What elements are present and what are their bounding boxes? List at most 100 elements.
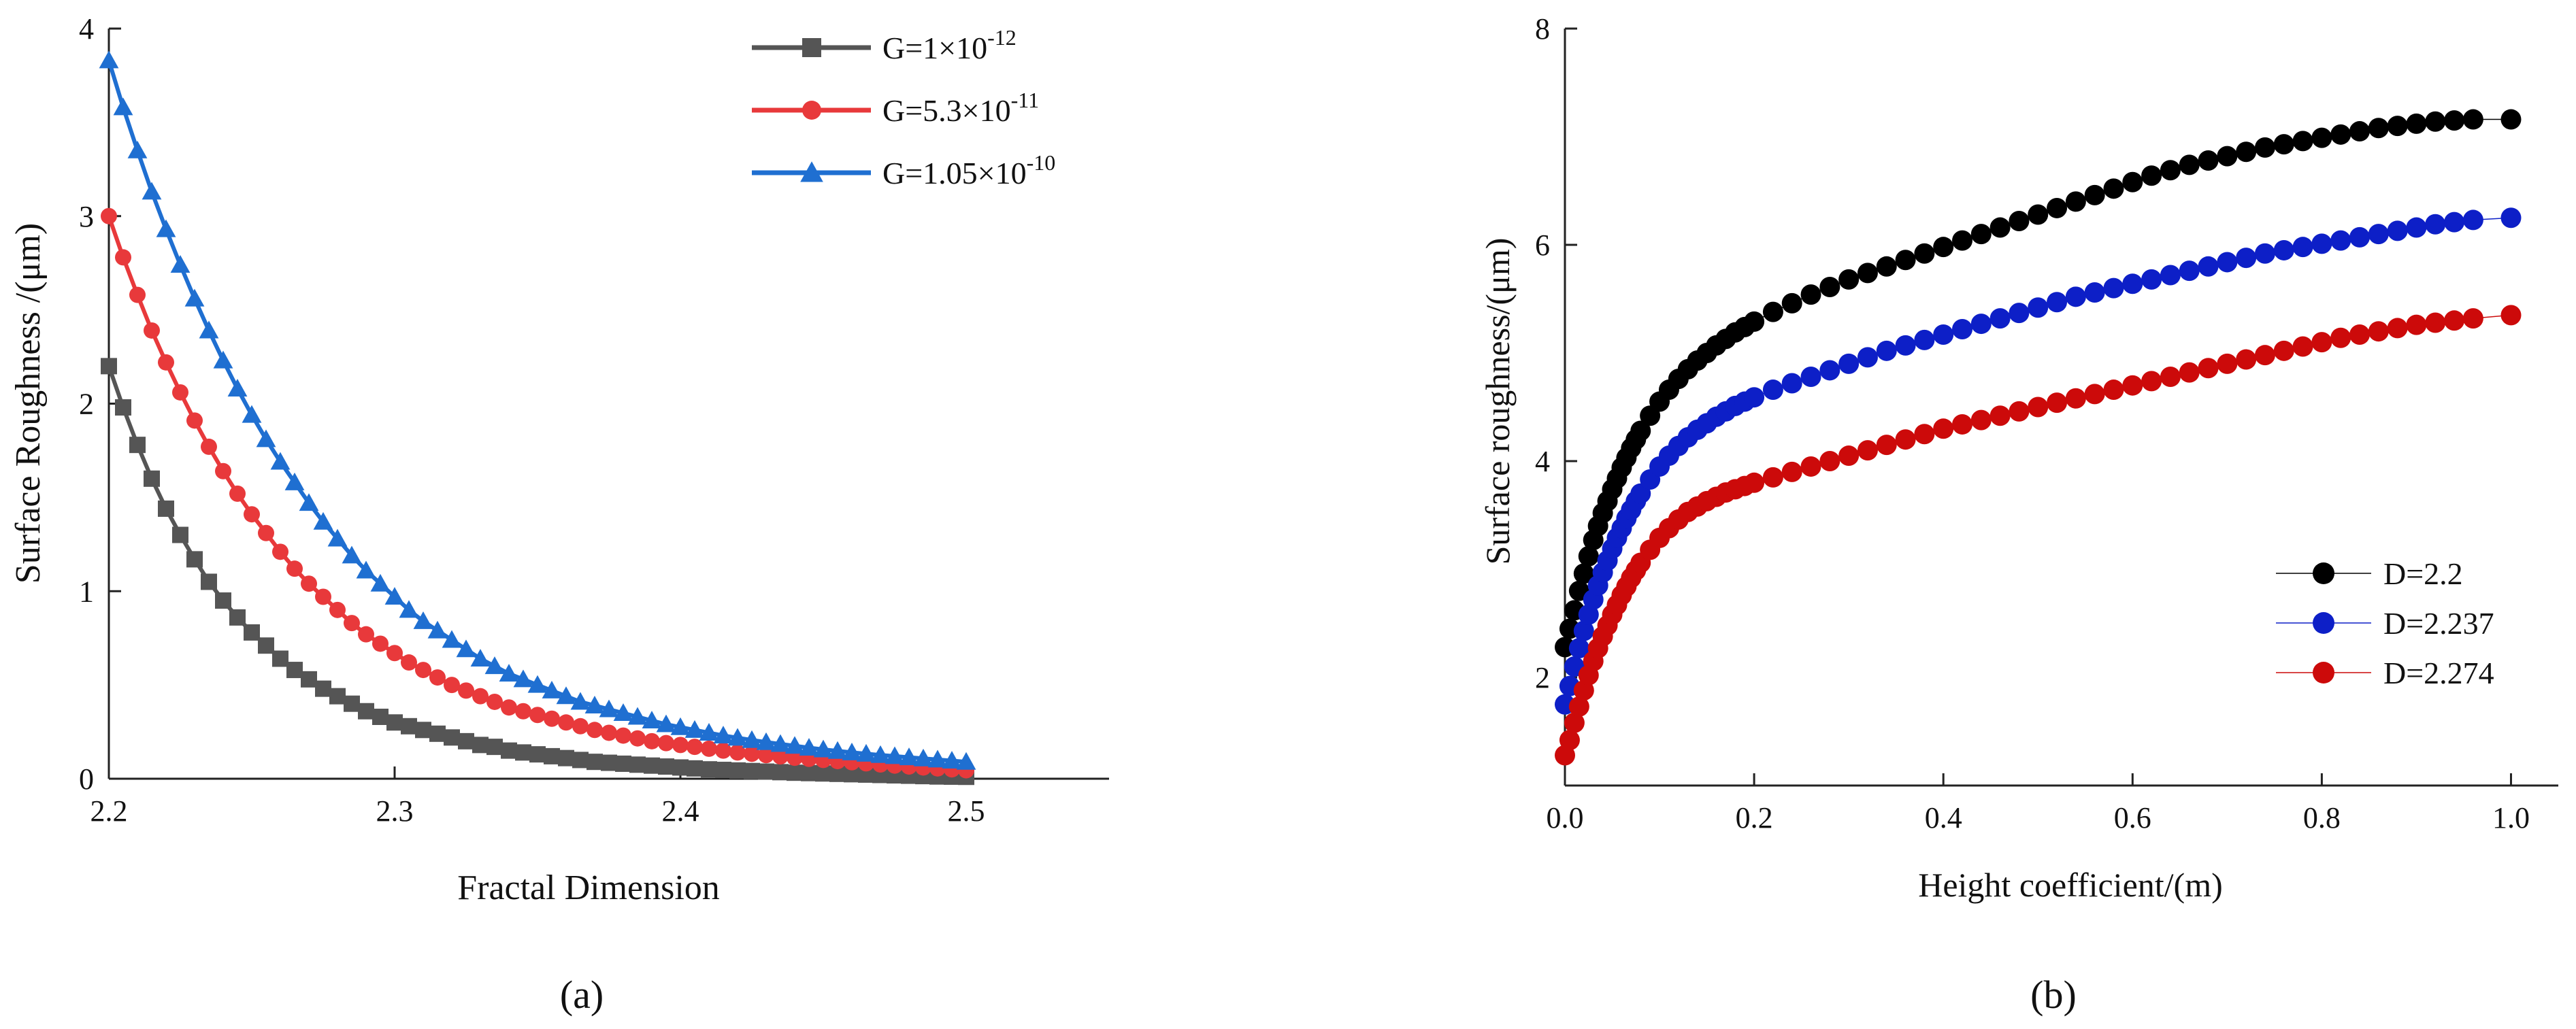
chart-a-point xyxy=(142,182,162,200)
chart-b-point xyxy=(1970,409,1992,431)
chart-b-point xyxy=(2444,212,2465,233)
chart-a-legend-label-main: G=1×10 xyxy=(882,31,987,65)
chart-b-point xyxy=(2103,277,2124,299)
chart-a-point xyxy=(870,745,891,763)
chart-a-point xyxy=(587,722,603,739)
chart-a-point xyxy=(456,639,476,658)
chart-b-point xyxy=(1933,237,1954,258)
chart-b-point xyxy=(1914,243,1935,264)
chart-a-point xyxy=(444,677,460,694)
chart-a-point xyxy=(99,50,119,69)
chart-b-point xyxy=(2065,388,2086,409)
chart-a-point xyxy=(642,711,662,729)
chart-b-point xyxy=(2254,137,2275,158)
chart-b-legend-item: D=2.2 xyxy=(2276,556,2463,591)
chart-a-point xyxy=(213,350,233,369)
chart-b-legend-item: D=2.237 xyxy=(2276,606,2494,641)
chart-a-point xyxy=(215,462,231,479)
chart-a-point xyxy=(101,358,117,375)
chart-a-point xyxy=(687,739,703,756)
chart-b-point xyxy=(2236,248,2257,269)
chart-b-point xyxy=(2406,314,2427,335)
chart-a-x-tick-label: 2.3 xyxy=(376,794,414,828)
chart-b-y-tick-label: 8 xyxy=(1535,12,1550,46)
chart-a-point xyxy=(186,551,203,568)
chart-b-point xyxy=(2330,327,2351,348)
chart-b-point xyxy=(2349,324,2370,345)
chart-a-point xyxy=(315,588,331,605)
chart-a-point xyxy=(801,764,817,781)
chart-b-legend-label: D=2.237 xyxy=(2383,606,2494,641)
chart-b-point xyxy=(2368,224,2389,245)
chart-b-x-tick-label: 0.2 xyxy=(1736,801,1773,834)
chart-b-point xyxy=(1800,284,1821,305)
chart-a-point xyxy=(415,662,431,679)
chart-a-point xyxy=(356,560,376,579)
chart-a-point xyxy=(772,748,789,765)
chart-a-legend-item: G=1×10-12 xyxy=(752,25,1017,65)
chart-a-point xyxy=(758,747,774,764)
chart-a-point xyxy=(772,764,789,781)
chart-b-point xyxy=(2141,165,2162,186)
chart-b-point xyxy=(2084,282,2105,303)
chart-b-point xyxy=(1819,360,1840,381)
chart-a-point xyxy=(401,718,417,735)
chart-b-point xyxy=(2254,243,2275,264)
chart-b-point xyxy=(1933,418,1954,439)
chart-b-point xyxy=(1857,440,1878,461)
chart-a-point xyxy=(570,692,591,710)
chart-b-point xyxy=(2198,358,2219,379)
chart-b-point xyxy=(1578,545,1599,567)
chart-a-legend-marker xyxy=(802,38,821,57)
chart-a-point xyxy=(927,749,948,768)
chart-a-point xyxy=(201,438,217,455)
chart-b-point xyxy=(1857,347,1878,368)
chart-a-point xyxy=(656,714,676,732)
chart-b-point xyxy=(2047,392,2068,414)
chart-b-point xyxy=(1800,366,1821,387)
chart-b-point xyxy=(2028,204,2049,225)
chart-a-legend-label: G=1×10-12 xyxy=(882,25,1017,65)
chart-b-x-tick-label: 0.6 xyxy=(2114,801,2151,834)
chart-b-point xyxy=(1781,373,1802,394)
chart-a-point xyxy=(201,573,217,590)
chart-b-point xyxy=(2160,366,2181,387)
chart-a-point xyxy=(415,722,431,739)
chart-a-point xyxy=(329,601,346,618)
chart-a-point xyxy=(515,744,531,761)
chart-a-point xyxy=(301,575,317,592)
chart-b-point xyxy=(1564,712,1585,733)
chart-a-point xyxy=(158,354,174,371)
chart-a-point xyxy=(644,757,660,774)
chart-a-point xyxy=(272,650,288,667)
chart-b-point xyxy=(1762,379,1783,401)
chart-b-point xyxy=(2254,345,2275,366)
chart-b-point xyxy=(2292,131,2313,152)
chart-a-x-label: Fractal Dimension xyxy=(457,868,720,907)
chart-a-point xyxy=(399,600,419,618)
chart-a-point xyxy=(384,587,405,605)
chart-a-point xyxy=(429,725,446,742)
chart-b-line xyxy=(1564,217,2511,705)
chart-a-point xyxy=(799,738,819,756)
chart-b-line xyxy=(1564,118,2511,647)
chart-a-point xyxy=(258,637,274,654)
chart-b-point xyxy=(2273,134,2294,155)
chart-a-point xyxy=(770,734,791,752)
chart-a-point xyxy=(956,752,976,770)
chart-b-point xyxy=(2179,362,2200,383)
chart-b-point xyxy=(2368,321,2389,342)
chart-b-point xyxy=(2387,318,2408,339)
chart-a-point xyxy=(101,207,117,224)
chart-b-point xyxy=(2311,332,2332,353)
chart-b-point xyxy=(1568,696,1589,717)
chart-a-point xyxy=(172,384,188,401)
chart-a-point xyxy=(244,624,260,641)
chart-b-point xyxy=(2292,237,2313,258)
chart-b-point xyxy=(1970,314,1992,335)
chart-a-point xyxy=(672,737,689,754)
chart-a-point xyxy=(115,399,131,416)
chart-b-point xyxy=(1876,340,1897,361)
chart-a-point xyxy=(842,742,862,760)
